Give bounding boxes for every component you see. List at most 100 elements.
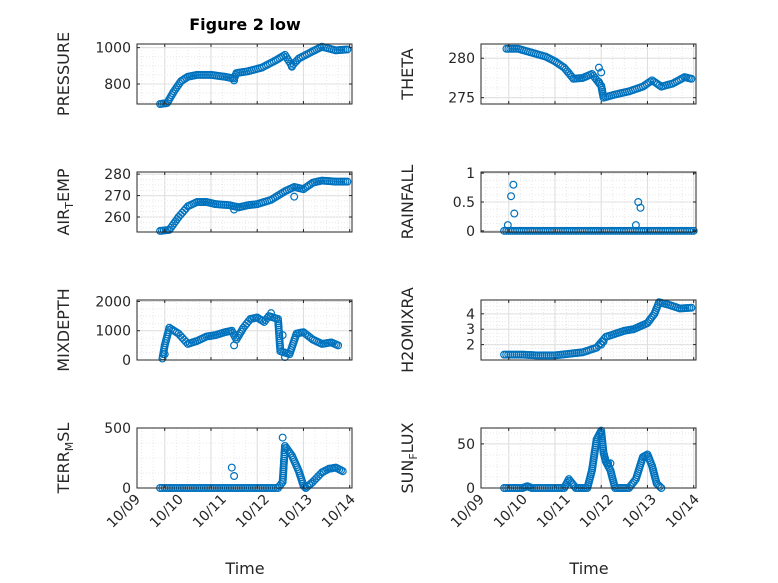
- figure-title: Figure 2 low: [189, 15, 301, 34]
- x-tick-label: 10/09: [104, 492, 144, 532]
- data-point: [267, 309, 276, 318]
- data-point: [290, 192, 299, 201]
- data-point: [604, 459, 613, 468]
- y-tick-label: 280: [448, 51, 475, 67]
- data-point: [300, 482, 309, 491]
- x-tick-label: 10/10: [147, 492, 187, 532]
- y-tick-label: 0.5: [453, 195, 475, 211]
- y-tick-label: 50: [457, 437, 475, 453]
- data-point: [276, 189, 285, 198]
- y-axis-label: AIRTEMP: [54, 168, 76, 235]
- x-tick-label: 10/14: [319, 491, 359, 531]
- panel-air_temp: 260 270 280 AIRTEMP: [54, 167, 353, 236]
- data-point: [597, 68, 606, 77]
- y-tick-label: 260: [104, 210, 131, 226]
- axes-box: [136, 171, 353, 233]
- axes-box: [480, 427, 697, 489]
- data-point: [343, 45, 352, 54]
- y-tick-label: 0: [122, 353, 131, 369]
- panel-h2omixra: 234 H2OMIXRA: [398, 287, 697, 373]
- panel-pressure: 800 1000 PRESSURE: [54, 32, 353, 116]
- plot-area: [137, 428, 352, 488]
- panel-rainfall: 0 0.5 1 RAINFALL: [398, 165, 698, 240]
- data-point: [269, 194, 278, 203]
- data-point: [507, 192, 516, 201]
- y-axis-label: SUNFLUX: [398, 422, 420, 493]
- data-point: [636, 203, 645, 212]
- y-axis-label: TERRMSL: [54, 423, 76, 495]
- y-axis-label: THETA: [398, 48, 417, 100]
- data-point: [594, 77, 603, 86]
- y-tick-label: 1000: [95, 41, 131, 57]
- data-point: [689, 226, 698, 235]
- axes-box: [136, 43, 353, 105]
- data-point: [343, 177, 352, 186]
- data-point: [338, 467, 347, 476]
- y-tick-label: 0: [466, 224, 475, 240]
- x-tick-label: 10/11: [190, 492, 230, 532]
- y-axis-label: H2OMIXRA: [398, 287, 417, 373]
- x-tick-label: 10/13: [620, 492, 660, 532]
- y-tick-label: 270: [104, 189, 131, 205]
- data-point: [599, 337, 608, 346]
- data-point: [598, 85, 607, 94]
- x-tick-label: 10/14: [663, 491, 703, 531]
- data-point: [267, 195, 276, 204]
- axes-box: [480, 43, 697, 105]
- x-tick-label: 10/13: [276, 492, 316, 532]
- data-point: [631, 221, 640, 230]
- x-tick-label: 10/09: [448, 492, 488, 532]
- data-point: [271, 193, 280, 202]
- y-tick-label: 2000: [95, 294, 131, 310]
- y-axis-label: PRESSURE: [54, 32, 73, 116]
- y-tick-label: 500: [104, 421, 131, 437]
- panel-terr_msl: 0 500 10/09 10/10 10/11 10/12 10/13 10/14 TERRMS…: [54, 421, 359, 531]
- x-tick-label: 10/12: [233, 492, 273, 532]
- y-tick-label: 3: [466, 322, 475, 338]
- data-point: [503, 221, 512, 230]
- y-tick-label: 1: [466, 166, 475, 182]
- data-point: [606, 459, 615, 468]
- data-point: [278, 433, 287, 442]
- data-point: [182, 337, 191, 346]
- y-axis-label: MIXDEPTH: [54, 288, 73, 371]
- x-axis-label-right: Time: [568, 559, 608, 578]
- plot-area: [481, 428, 696, 488]
- data-point: [655, 482, 664, 491]
- data-point: [227, 463, 236, 472]
- data-point: [685, 226, 694, 235]
- data-point: [230, 205, 239, 214]
- y-tick-label: 1000: [95, 324, 131, 340]
- data-point: [273, 192, 282, 201]
- axes-box: [480, 299, 697, 361]
- data-point: [287, 62, 296, 71]
- y-axis-label: RAINFALL: [398, 165, 417, 240]
- data-point: [275, 190, 284, 199]
- y-tick-label: 2: [466, 338, 475, 354]
- x-tick-label: 10/10: [491, 492, 531, 532]
- data-point: [230, 76, 239, 85]
- data-point: [230, 341, 239, 350]
- data-point: [334, 341, 343, 350]
- x-axis-label-left: Time: [224, 559, 264, 578]
- axes-box: [136, 427, 353, 489]
- data-point: [594, 63, 603, 72]
- panel-mixdepth: 0 1000 2000 MIXDEPTH: [54, 288, 353, 372]
- data-point: [646, 77, 655, 86]
- axes-box: [136, 299, 353, 361]
- data-point: [655, 81, 664, 90]
- data-point: [510, 209, 519, 218]
- data-point: [687, 303, 696, 312]
- y-tick-label: 0: [466, 481, 475, 497]
- x-tick-label: 10/11: [534, 492, 574, 532]
- y-tick-label: 280: [104, 167, 131, 183]
- y-tick-label: 275: [448, 91, 475, 107]
- data-point: [299, 481, 308, 490]
- y-tick-label: 800: [104, 77, 131, 93]
- x-tick-label: 10/12: [577, 492, 617, 532]
- y-tick-label: 4: [466, 307, 475, 323]
- y-tick-label: 0: [122, 481, 131, 497]
- panel-theta: 275 280 THETA: [398, 43, 697, 107]
- data-point: [230, 472, 239, 481]
